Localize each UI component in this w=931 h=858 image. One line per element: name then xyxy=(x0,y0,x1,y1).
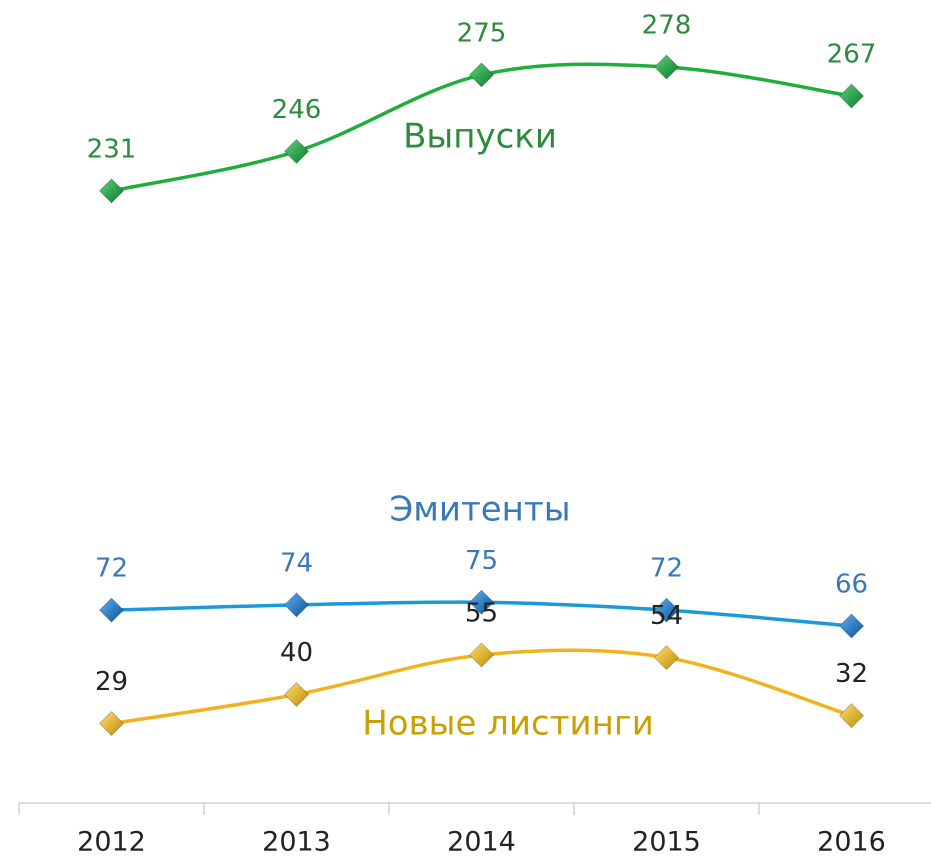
marker xyxy=(98,178,125,204)
x-tick-label: 2016 xyxy=(817,827,886,858)
value-label: 72 xyxy=(650,554,683,584)
value-label: 74 xyxy=(280,548,313,578)
value-label: 72 xyxy=(95,554,128,584)
marker xyxy=(468,642,495,668)
marker xyxy=(653,54,680,80)
x-tick-label: 2013 xyxy=(262,827,331,858)
marker xyxy=(283,138,310,164)
series-label: Эмитенты xyxy=(389,490,570,530)
value-label: 29 xyxy=(95,667,128,697)
marker xyxy=(283,592,310,618)
marker xyxy=(838,703,865,729)
value-label: 275 xyxy=(457,18,507,48)
marker xyxy=(98,710,125,737)
x-tick-label: 2012 xyxy=(77,827,146,858)
marker xyxy=(283,681,310,708)
value-label: 32 xyxy=(835,659,868,689)
value-label: 75 xyxy=(465,546,498,576)
marker xyxy=(98,597,125,623)
value-label: 231 xyxy=(87,134,137,164)
marker xyxy=(468,589,495,615)
value-label: 40 xyxy=(280,638,313,668)
value-label: 54 xyxy=(650,601,683,631)
x-tick-label: 2014 xyxy=(447,827,516,858)
marker xyxy=(838,83,865,109)
marker xyxy=(468,62,495,88)
series-label: Выпуски xyxy=(403,117,557,157)
marker xyxy=(653,645,680,671)
value-label: 246 xyxy=(272,95,322,125)
marker xyxy=(838,613,865,639)
value-label: 66 xyxy=(835,569,868,599)
marker xyxy=(653,597,680,623)
x-tick-label: 2015 xyxy=(632,827,701,858)
series-label: Новые листинги xyxy=(362,704,654,744)
value-label: 278 xyxy=(642,11,692,41)
value-label: 55 xyxy=(465,598,498,628)
value-label: 267 xyxy=(827,40,877,70)
